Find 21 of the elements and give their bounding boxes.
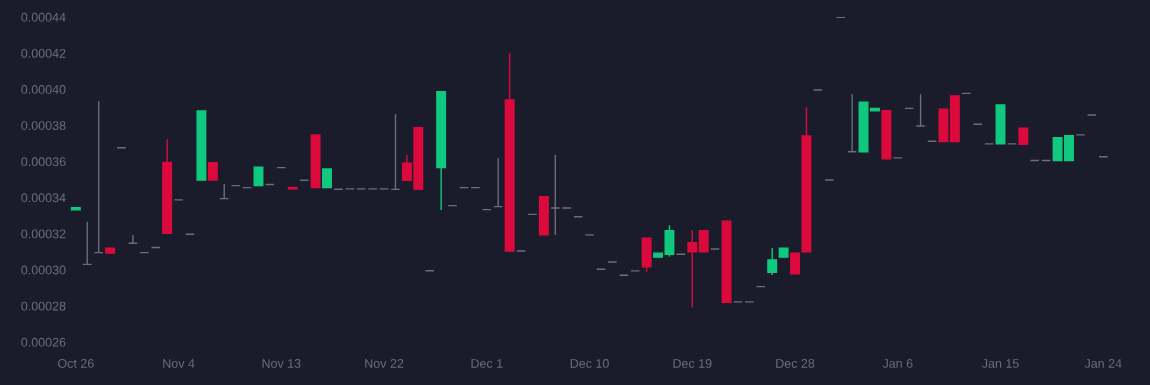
x-tick-label: Dec 1 <box>471 359 503 368</box>
x-tick-label: Oct 26 <box>58 359 94 368</box>
y-tick-label: 0.00036 <box>21 157 66 167</box>
x-tick-label: Jan 15 <box>981 359 1019 368</box>
x-tick-label: Nov 13 <box>262 359 301 368</box>
x-tick-label: Nov 22 <box>365 359 404 368</box>
x-tick-label: Jan 6 <box>882 359 913 368</box>
x-tick-label: Dec 19 <box>673 359 712 368</box>
y-tick-label: 0.00032 <box>21 229 66 239</box>
y-tick-label: 0.00034 <box>21 193 66 203</box>
y-tick-label: 0.00044 <box>21 12 66 22</box>
y-tick-label: 0.00028 <box>21 301 66 311</box>
y-tick-label: 0.00030 <box>21 265 66 275</box>
y-tick-label: 0.00038 <box>21 121 66 130</box>
x-tick-label: Dec 28 <box>776 359 815 368</box>
y-tick-label: 0.00040 <box>21 85 66 94</box>
x-tick-label: Jan 24 <box>1084 359 1122 368</box>
x-tick-label: Dec 10 <box>570 359 609 368</box>
y-tick-label: 0.00026 <box>21 337 66 347</box>
y-tick-label: 0.00042 <box>21 48 66 58</box>
x-tick-label: Nov 4 <box>163 359 195 368</box>
